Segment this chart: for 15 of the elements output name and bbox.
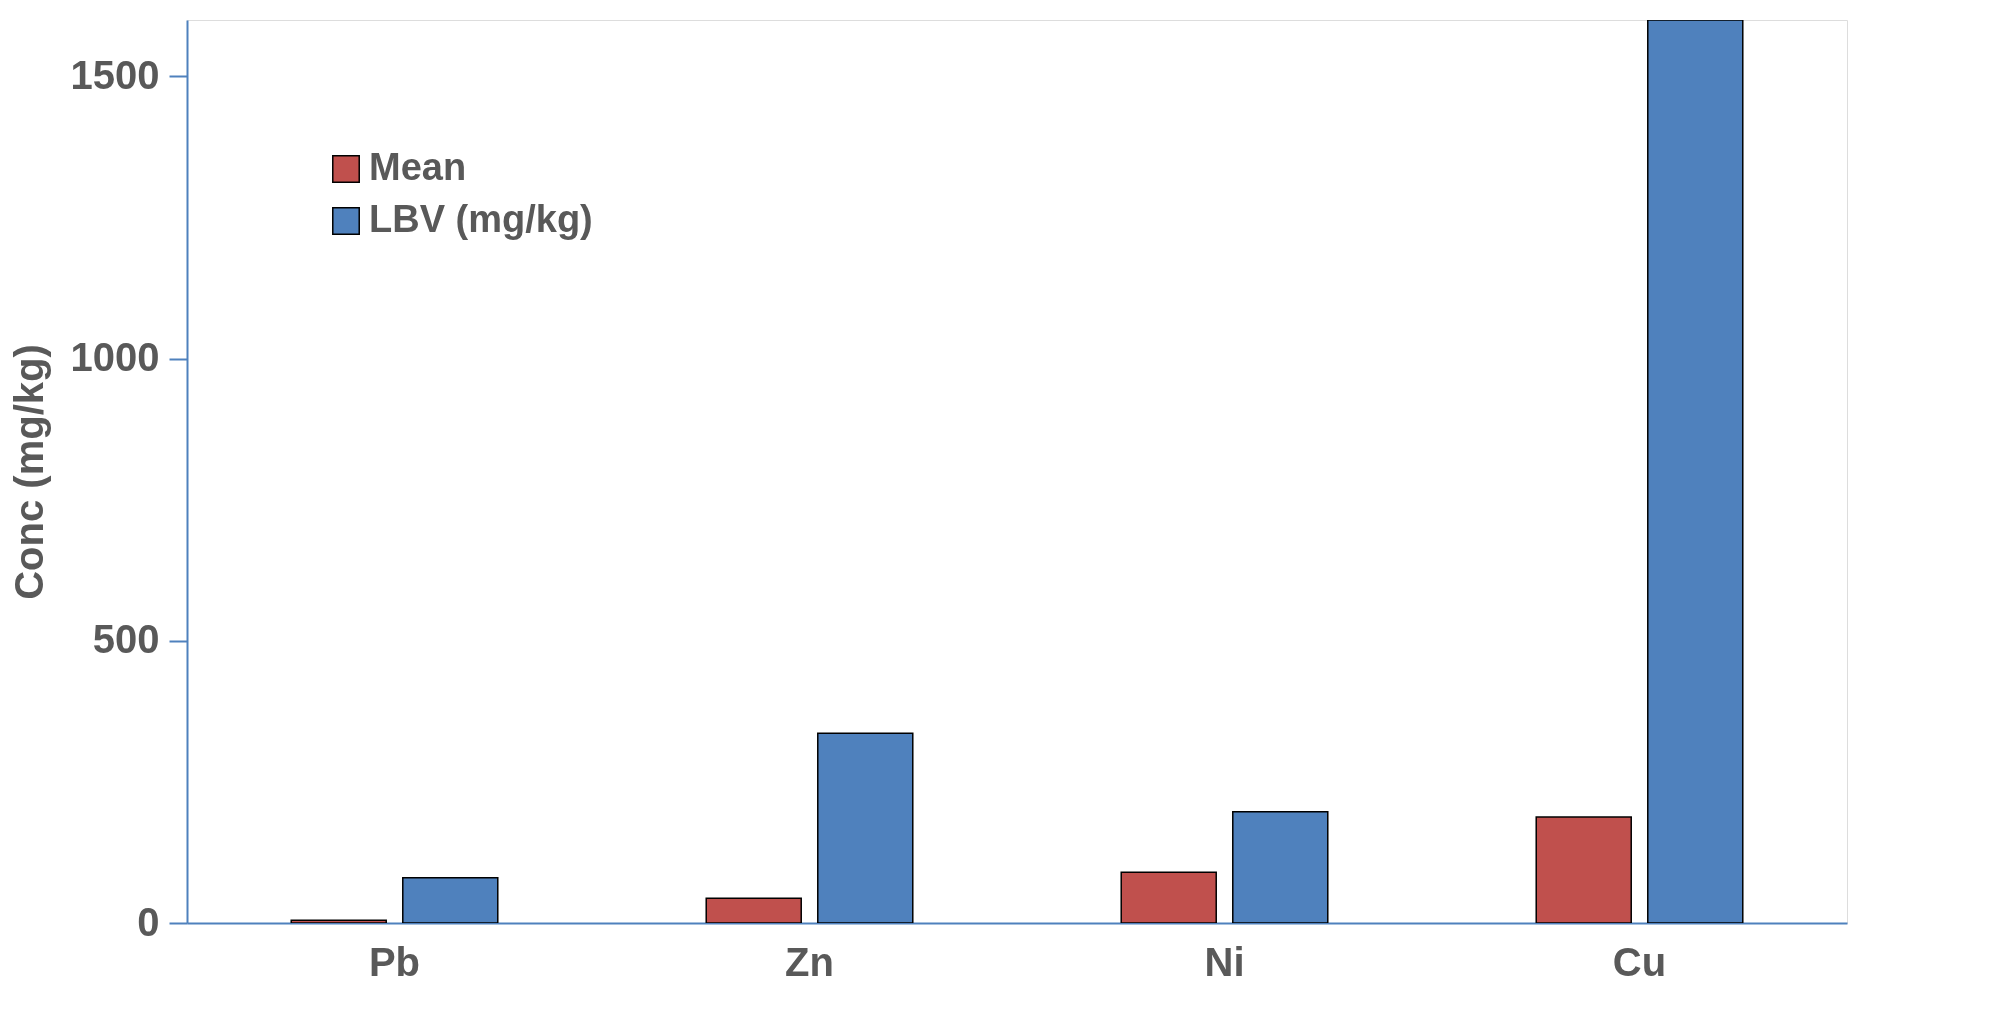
legend-label: LBV (mg/kg) bbox=[369, 198, 593, 240]
y-tick-label: 0 bbox=[137, 899, 160, 944]
x-tick-label: Zn bbox=[785, 939, 834, 984]
bar bbox=[705, 897, 802, 923]
y-tick-label: 1000 bbox=[70, 335, 160, 380]
y-axis-title: Conc (mg/kg) bbox=[6, 344, 51, 600]
legend-label: Mean bbox=[369, 146, 467, 188]
bar bbox=[290, 919, 387, 923]
x-tick-label: Pb bbox=[368, 939, 421, 984]
x-tick-label: Ni bbox=[1204, 939, 1245, 984]
bar bbox=[1535, 816, 1632, 923]
y-tick-label: 1500 bbox=[70, 52, 160, 97]
bar bbox=[1120, 871, 1217, 923]
x-tick-label: Cu bbox=[1612, 939, 1667, 984]
y-tick-label: 500 bbox=[92, 617, 160, 662]
